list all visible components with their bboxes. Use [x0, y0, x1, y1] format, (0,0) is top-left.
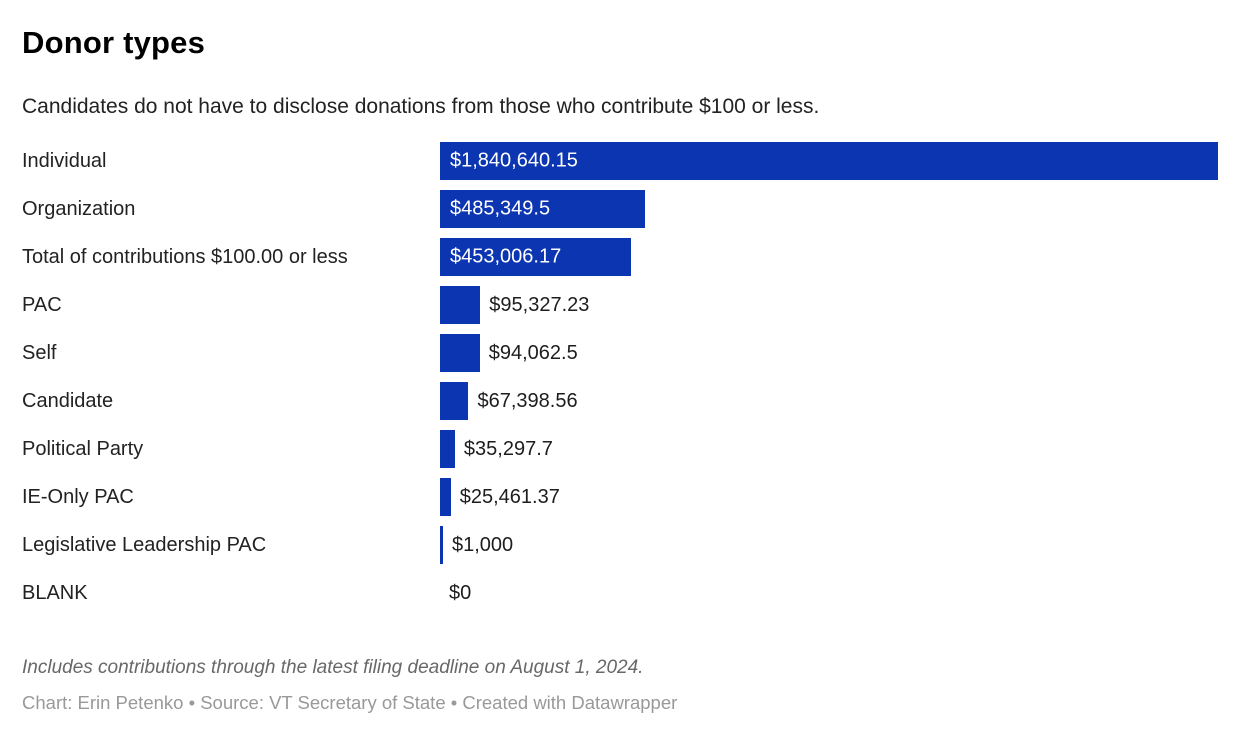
bar-value: $67,398.56: [477, 389, 578, 412]
bar-value: $94,062.5: [488, 341, 578, 364]
chart-row: Self $94,062.5: [22, 329, 1218, 377]
bar: [440, 526, 443, 564]
bar: [440, 286, 481, 324]
row-label: BLANK: [22, 581, 88, 604]
row-label: Organization: [22, 197, 136, 220]
bar-area: $67,398.56: [440, 382, 1218, 420]
chart-row: Candidate $67,398.56: [22, 377, 1218, 425]
bar-value: $0: [449, 581, 472, 604]
row-label: Political Party: [22, 437, 144, 460]
row-label: PAC: [22, 293, 62, 316]
bar-area: $95,327.23: [440, 286, 1218, 324]
chart-row: PAC $95,327.23: [22, 281, 1218, 329]
bar-chart: Individual $1,840,640.15 Organization $485,…: [22, 137, 1218, 617]
row-label: Legislative Leadership PAC: [22, 533, 267, 556]
bar: $453,006.17: [440, 238, 632, 276]
bar-area: $35,297.7: [440, 430, 1218, 468]
chart-footnote: Includes contributions through the lates…: [22, 657, 644, 678]
row-label: Total of contributions $100.00 or less: [22, 245, 348, 268]
chart-row: Political Party $35,297.7: [22, 425, 1218, 473]
row-label: Self: [22, 341, 57, 364]
bar: $485,349.5: [440, 190, 646, 228]
bar-value: $1,000: [452, 533, 514, 556]
bar: [440, 382, 469, 420]
chart-row: Total of contributions $100.00 or less $4…: [22, 233, 1218, 281]
bar-value: $1,840,640.15: [450, 149, 578, 172]
bar-value: $95,327.23: [489, 293, 590, 316]
bar: [440, 430, 455, 468]
row-label: Candidate: [22, 389, 114, 412]
bar-area: $94,062.5: [440, 334, 1218, 372]
row-label: Individual: [22, 149, 107, 172]
bar-area: $25,461.37: [440, 478, 1218, 516]
bar-area: $485,349.5: [440, 190, 1218, 228]
chart-title: Donor types: [22, 25, 206, 60]
bar: [440, 334, 480, 372]
chart-row: BLANK $0: [22, 569, 1218, 617]
chart-row: Individual $1,840,640.15: [22, 137, 1218, 185]
bar-value: $35,297.7: [463, 437, 553, 460]
bar-value: $485,349.5: [450, 197, 551, 220]
chart-credit: Chart: Erin Petenko • Source: VT Secreta…: [22, 692, 678, 713]
bar: [440, 478, 451, 516]
bar-area: $453,006.17: [440, 238, 1218, 276]
chart-row: Organization $485,349.5: [22, 185, 1218, 233]
chart-row: Legislative Leadership PAC $1,000: [22, 521, 1218, 569]
bar-area: $0: [440, 574, 1218, 612]
bar-value: $25,461.37: [459, 485, 560, 508]
row-label: IE-Only PAC: [22, 485, 134, 508]
bar-area: $1,840,640.15: [440, 142, 1218, 180]
bar-area: $1,000: [440, 526, 1218, 564]
bar-value: $453,006.17: [450, 245, 562, 268]
chart-row: IE-Only PAC $25,461.37: [22, 473, 1218, 521]
chart-subtitle: Candidates do not have to disclose donat…: [22, 95, 820, 118]
bar: $1,840,640.15: [440, 142, 1218, 180]
